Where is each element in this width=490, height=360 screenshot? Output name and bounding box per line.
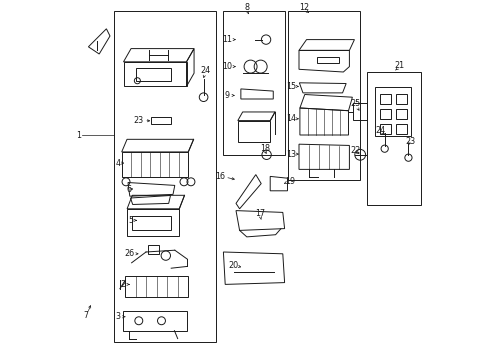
- Text: 24: 24: [375, 126, 385, 135]
- Text: 13: 13: [286, 150, 296, 158]
- Bar: [396, 94, 407, 104]
- Text: 23: 23: [406, 137, 416, 146]
- Bar: [136, 68, 171, 81]
- Bar: [368, 72, 421, 205]
- Text: 10: 10: [222, 62, 232, 71]
- Bar: [353, 103, 367, 120]
- Text: 3: 3: [116, 312, 121, 321]
- Text: 22: 22: [350, 146, 360, 155]
- Text: 23: 23: [134, 116, 144, 125]
- Text: 12: 12: [299, 3, 310, 12]
- Text: 26: 26: [124, 249, 134, 258]
- Bar: [288, 11, 360, 180]
- Text: 5: 5: [128, 216, 133, 225]
- Text: 15: 15: [286, 82, 296, 91]
- Text: 24: 24: [200, 66, 211, 75]
- Bar: [114, 11, 216, 342]
- Text: 8: 8: [245, 3, 249, 12]
- Text: 4: 4: [116, 158, 121, 168]
- Bar: [396, 124, 407, 134]
- Text: 11: 11: [222, 35, 232, 44]
- Text: 18: 18: [260, 144, 270, 153]
- Bar: [223, 11, 285, 155]
- Text: 21: 21: [395, 61, 405, 71]
- Bar: [148, 245, 159, 254]
- Bar: [380, 94, 391, 104]
- Text: 17: 17: [255, 209, 266, 218]
- Text: 9: 9: [224, 91, 229, 100]
- Text: 20: 20: [228, 261, 239, 270]
- Text: 25: 25: [350, 99, 360, 108]
- Bar: [396, 109, 407, 119]
- Text: 7: 7: [83, 310, 88, 320]
- Text: 2: 2: [121, 280, 126, 289]
- Text: 1: 1: [76, 130, 81, 139]
- Text: 6: 6: [126, 184, 132, 194]
- Text: 19: 19: [285, 177, 295, 186]
- Text: 14: 14: [286, 114, 296, 123]
- Bar: [380, 109, 391, 119]
- Text: 16: 16: [215, 172, 225, 181]
- Bar: [132, 216, 172, 230]
- Bar: [380, 124, 391, 134]
